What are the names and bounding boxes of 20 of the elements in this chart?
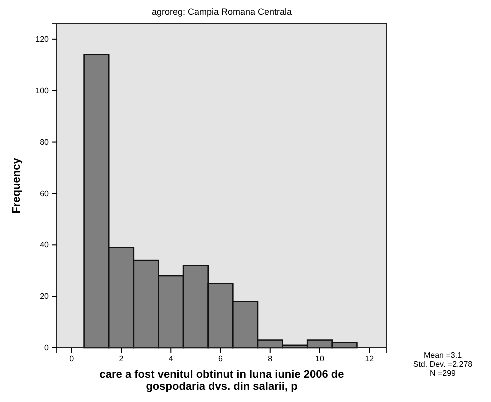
y-axis-title: Frequency <box>11 157 23 214</box>
x-tick-label: 6 <box>218 354 224 364</box>
text: N =299 <box>430 369 457 378</box>
x-tick-label: 8 <box>268 354 274 364</box>
x-tick-label: 2 <box>119 354 124 364</box>
text: Std. Dev. =2.278 <box>413 360 474 369</box>
x-tick-label: 12 <box>365 354 375 364</box>
text: Mean =3.1 <box>424 351 463 360</box>
y-tick-label: 60 <box>40 189 50 198</box>
x-tick-label: 0 <box>70 354 75 364</box>
y-tick-label: 120 <box>36 34 50 44</box>
y-tick-label: 0 <box>44 344 50 353</box>
x-tick-label: 10 <box>316 354 326 364</box>
x-tick-label: 4 <box>168 354 174 364</box>
chart-title: agroreg: Campia Romana Centrala <box>152 7 292 17</box>
y-tick-label: 40 <box>40 240 50 250</box>
x-axis-title: care a fost venitul obtinut in luna iunie 2006 de gospodaria dvs. din salarii, p <box>100 369 344 393</box>
y-tick-label: 20 <box>40 292 50 302</box>
y-tick-label: 100 <box>36 86 50 96</box>
y-tick-label: 80 <box>40 138 50 147</box>
